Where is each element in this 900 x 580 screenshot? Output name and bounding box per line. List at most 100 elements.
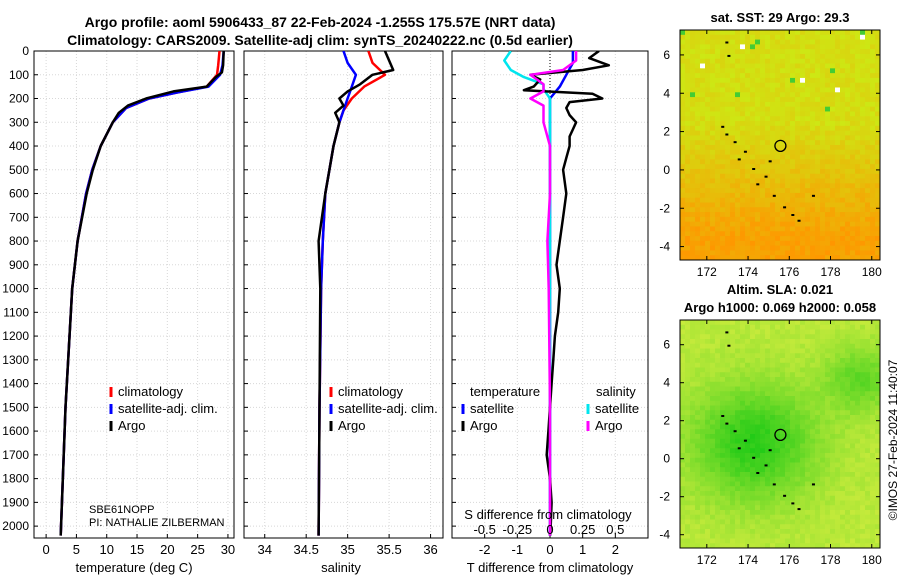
map-cell [690, 467, 696, 473]
map-cell [735, 116, 741, 122]
map-cell [855, 510, 861, 516]
map-cell [710, 145, 716, 151]
map-cell [870, 339, 876, 345]
map-cell [730, 519, 736, 525]
map-cell [760, 106, 766, 112]
map-cell [715, 529, 721, 535]
map-cell [685, 510, 691, 516]
map-cell [790, 216, 796, 223]
map-cell [845, 92, 851, 98]
map-cell [720, 116, 726, 122]
map-cell [725, 240, 731, 247]
map-cell [750, 53, 756, 60]
map-cell [690, 159, 696, 165]
map-cell [725, 362, 731, 368]
map-cell [845, 339, 851, 345]
map-cell [780, 58, 786, 65]
map-cell [820, 216, 826, 223]
map-cell [850, 226, 856, 232]
x-tick-label: 35.5 [376, 542, 401, 557]
map-cell [720, 519, 726, 525]
map-cell [750, 386, 756, 392]
map-cell [690, 457, 696, 463]
map-cell [770, 173, 776, 180]
map-cell [725, 500, 731, 506]
map-cell [830, 524, 836, 530]
map-cell [730, 396, 736, 402]
map-cell [790, 339, 796, 345]
map-cell [755, 44, 761, 50]
map-cell [755, 358, 761, 364]
map-cell [790, 329, 796, 335]
map-cell [680, 429, 686, 435]
map-cell [850, 405, 856, 411]
map-cell [730, 58, 736, 65]
map-cell [810, 486, 816, 492]
map-cell [700, 207, 706, 213]
map-cell [785, 149, 791, 156]
map-cell [815, 236, 821, 242]
map-cell [865, 343, 871, 349]
map-cell [745, 212, 751, 218]
map-cell [690, 73, 696, 79]
map-cell [855, 68, 861, 74]
map-cell [755, 231, 761, 237]
map-cell [835, 216, 841, 223]
map-cell [705, 68, 711, 74]
map-cell [760, 116, 766, 122]
map-cell [800, 410, 806, 416]
map-cell [820, 87, 826, 93]
map-cell [700, 334, 706, 340]
map-cell [685, 188, 691, 194]
map-cell [780, 34, 786, 41]
map-cell [725, 334, 731, 340]
map-cell [685, 178, 691, 184]
map-cell [735, 324, 741, 330]
map-cell [875, 434, 881, 440]
map-cell [755, 82, 761, 88]
map-cell [735, 154, 741, 160]
map-cell [860, 39, 866, 45]
map-cell [710, 329, 716, 335]
map-cell [795, 173, 801, 180]
map-cell [730, 362, 736, 368]
map-cell [720, 386, 726, 392]
map-cell [740, 538, 746, 544]
map-cell [680, 396, 686, 402]
map-cell [750, 34, 756, 41]
map-cell [775, 419, 781, 425]
map-cell [795, 453, 801, 459]
map-cell [755, 164, 761, 170]
map-cell [755, 429, 761, 435]
map-cell [790, 495, 796, 501]
salinity-diff-tick-label: -0.5 [473, 522, 495, 537]
map-cell [820, 202, 826, 208]
map-cell [755, 334, 761, 340]
map-cell [830, 472, 836, 478]
map-cell [745, 400, 751, 406]
map-cell [840, 173, 846, 180]
map-cell [870, 226, 876, 232]
map-cell [875, 92, 881, 98]
map-cell [715, 49, 721, 55]
map-cell [850, 324, 856, 330]
map-cell [865, 339, 871, 345]
map-cell [775, 467, 781, 473]
map-cell [810, 130, 816, 136]
map-cell [830, 367, 836, 373]
map-cell [810, 82, 816, 88]
map-cell [720, 438, 726, 444]
map-cell [755, 130, 761, 136]
map-cell [835, 130, 841, 136]
map-cell [710, 236, 716, 242]
map-cell [820, 543, 826, 549]
map-cell [720, 462, 726, 468]
map-cell [850, 68, 856, 74]
figure-title: Argo profile: aoml 5906433_87 22-Feb-202… [84, 14, 556, 30]
map-cell [740, 149, 746, 156]
map-cell [835, 519, 841, 525]
map-cell [830, 381, 836, 387]
map-cell [735, 486, 741, 492]
map-cell [755, 524, 761, 530]
map-cell [785, 140, 791, 146]
